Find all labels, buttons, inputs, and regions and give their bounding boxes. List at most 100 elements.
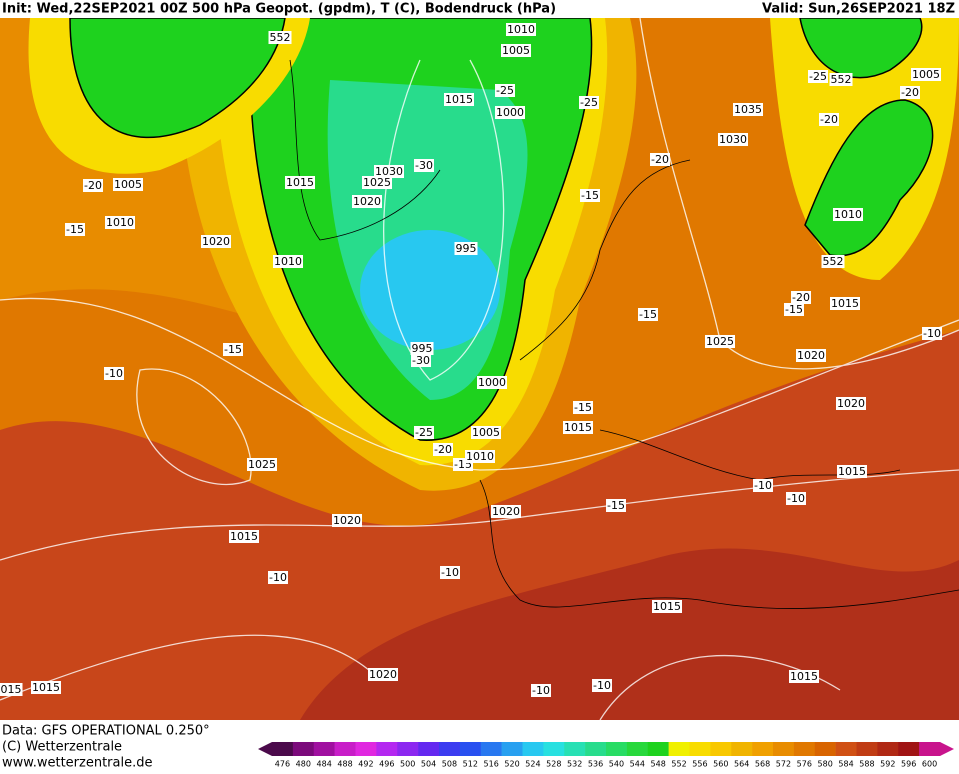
- pressure-label: 1010: [507, 23, 535, 36]
- label-box: [650, 153, 670, 166]
- label-box: [786, 492, 806, 505]
- pressure-label: -25: [415, 426, 433, 439]
- pressure-label: -30: [412, 354, 430, 367]
- pressure-label: 1025: [706, 335, 734, 348]
- label-box: [501, 44, 531, 57]
- pressure-label: -20: [434, 443, 452, 456]
- pressure-label: 1005: [114, 178, 142, 191]
- pressure-label: 1005: [502, 44, 530, 57]
- label-box: [374, 165, 404, 178]
- colorbar-cell: [439, 742, 461, 756]
- pressure-label: 1025: [363, 176, 391, 189]
- colorbar-cell: [793, 742, 816, 756]
- pressure-label: 1035: [734, 103, 762, 116]
- colorbar-label: 576: [797, 760, 812, 769]
- pressure-label: 1000: [496, 106, 524, 119]
- pressure-label: 015: [1, 683, 22, 696]
- pressure-label: 1015: [230, 530, 258, 543]
- label-box: [808, 70, 828, 83]
- label-box: [580, 189, 600, 202]
- pressure-label: 995: [456, 242, 477, 255]
- colorbar-cell: [710, 742, 732, 756]
- label-box: [900, 86, 920, 99]
- label-box: [65, 223, 85, 236]
- colorbar-cell: [292, 742, 315, 756]
- label-box: [352, 195, 382, 208]
- label-box: [833, 208, 863, 221]
- pressure-label: -10: [787, 492, 805, 505]
- label-box: [821, 255, 845, 268]
- label-box: [414, 159, 434, 172]
- colorbar-cell: [606, 742, 628, 756]
- colorbar-label: 548: [651, 760, 666, 769]
- colorbar-cell: [564, 742, 586, 756]
- pressure-label: -30: [415, 159, 433, 172]
- pressure-label: -15: [224, 343, 242, 356]
- pressure-label: 1020: [353, 195, 381, 208]
- map-field: [0, 17, 959, 721]
- pressure-label: 1010: [466, 450, 494, 463]
- colorbar-cell: [835, 742, 857, 756]
- colorbar-cell: [689, 742, 711, 756]
- colorbar-label: 536: [588, 760, 603, 769]
- colorbar-cell: [501, 742, 523, 756]
- label-box: [0, 683, 23, 696]
- colorbar: 476 480 484 488 492 496 500 504 508 512 516 520 524 5…: [258, 742, 954, 769]
- colorbar-label: 544: [630, 760, 645, 769]
- label-box: [911, 68, 941, 81]
- colorbar-arrow-right: [940, 742, 954, 756]
- pressure-label: 1015: [831, 297, 859, 310]
- pressure-label: 1005: [472, 426, 500, 439]
- colorbar-label: 488: [337, 760, 352, 769]
- label-box: [273, 255, 303, 268]
- pressure-label: -20: [651, 153, 669, 166]
- header-init: Init: Wed,22SEP2021 00Z 500 hPa Geopot. …: [2, 2, 556, 17]
- label-box: [440, 566, 460, 579]
- header-valid: Valid: Sun,26SEP2021 18Z: [762, 2, 955, 17]
- label-box: [705, 335, 735, 348]
- label-box: [454, 242, 478, 255]
- label-box: [753, 479, 773, 492]
- pressure-label: -10: [441, 566, 459, 579]
- label-box: [922, 327, 942, 340]
- label-box: [836, 397, 866, 410]
- label-box: [638, 308, 658, 321]
- pressure-label: -10: [923, 327, 941, 340]
- pressure-label: -15: [607, 499, 625, 512]
- label-box: [105, 216, 135, 229]
- label-box: [791, 291, 811, 304]
- footer-copyright: (C) Wetterzentrale: [2, 740, 122, 755]
- colorbar-label: 572: [776, 760, 791, 769]
- label-box: [579, 96, 599, 109]
- colorbar-label: 600: [922, 760, 937, 769]
- colorbar-label: 480: [296, 760, 311, 769]
- colorbar-cell: [272, 742, 294, 756]
- label-box: [104, 367, 124, 380]
- pressure-label: 1005: [912, 68, 940, 81]
- pressure-label: 1025: [248, 458, 276, 471]
- label-box: [718, 133, 748, 146]
- colorbar-cell: [355, 742, 377, 756]
- pressure-label: 995: [412, 342, 433, 355]
- colorbar-label: 560: [713, 760, 728, 769]
- colorbar-label: 556: [692, 760, 707, 769]
- pressure-label: 1020: [492, 505, 520, 518]
- label-box: [491, 505, 521, 518]
- label-box: [444, 93, 474, 106]
- label-box: [573, 401, 593, 414]
- colorbar-label: 596: [901, 760, 916, 769]
- pressure-label: -25: [580, 96, 598, 109]
- label-box: [471, 426, 501, 439]
- colorbar-label: 492: [358, 760, 373, 769]
- colorbar-cell: [773, 742, 795, 756]
- pressure-label: -25: [809, 70, 827, 83]
- colorbar-cell: [898, 742, 920, 756]
- colorbar-cell: [752, 742, 774, 756]
- label-box: [531, 684, 551, 697]
- colorbar-label: 528: [546, 760, 561, 769]
- colorbar-cell: [522, 742, 544, 756]
- label-box: [606, 499, 626, 512]
- label-box: [733, 103, 763, 116]
- colorbar-cell: [668, 742, 690, 756]
